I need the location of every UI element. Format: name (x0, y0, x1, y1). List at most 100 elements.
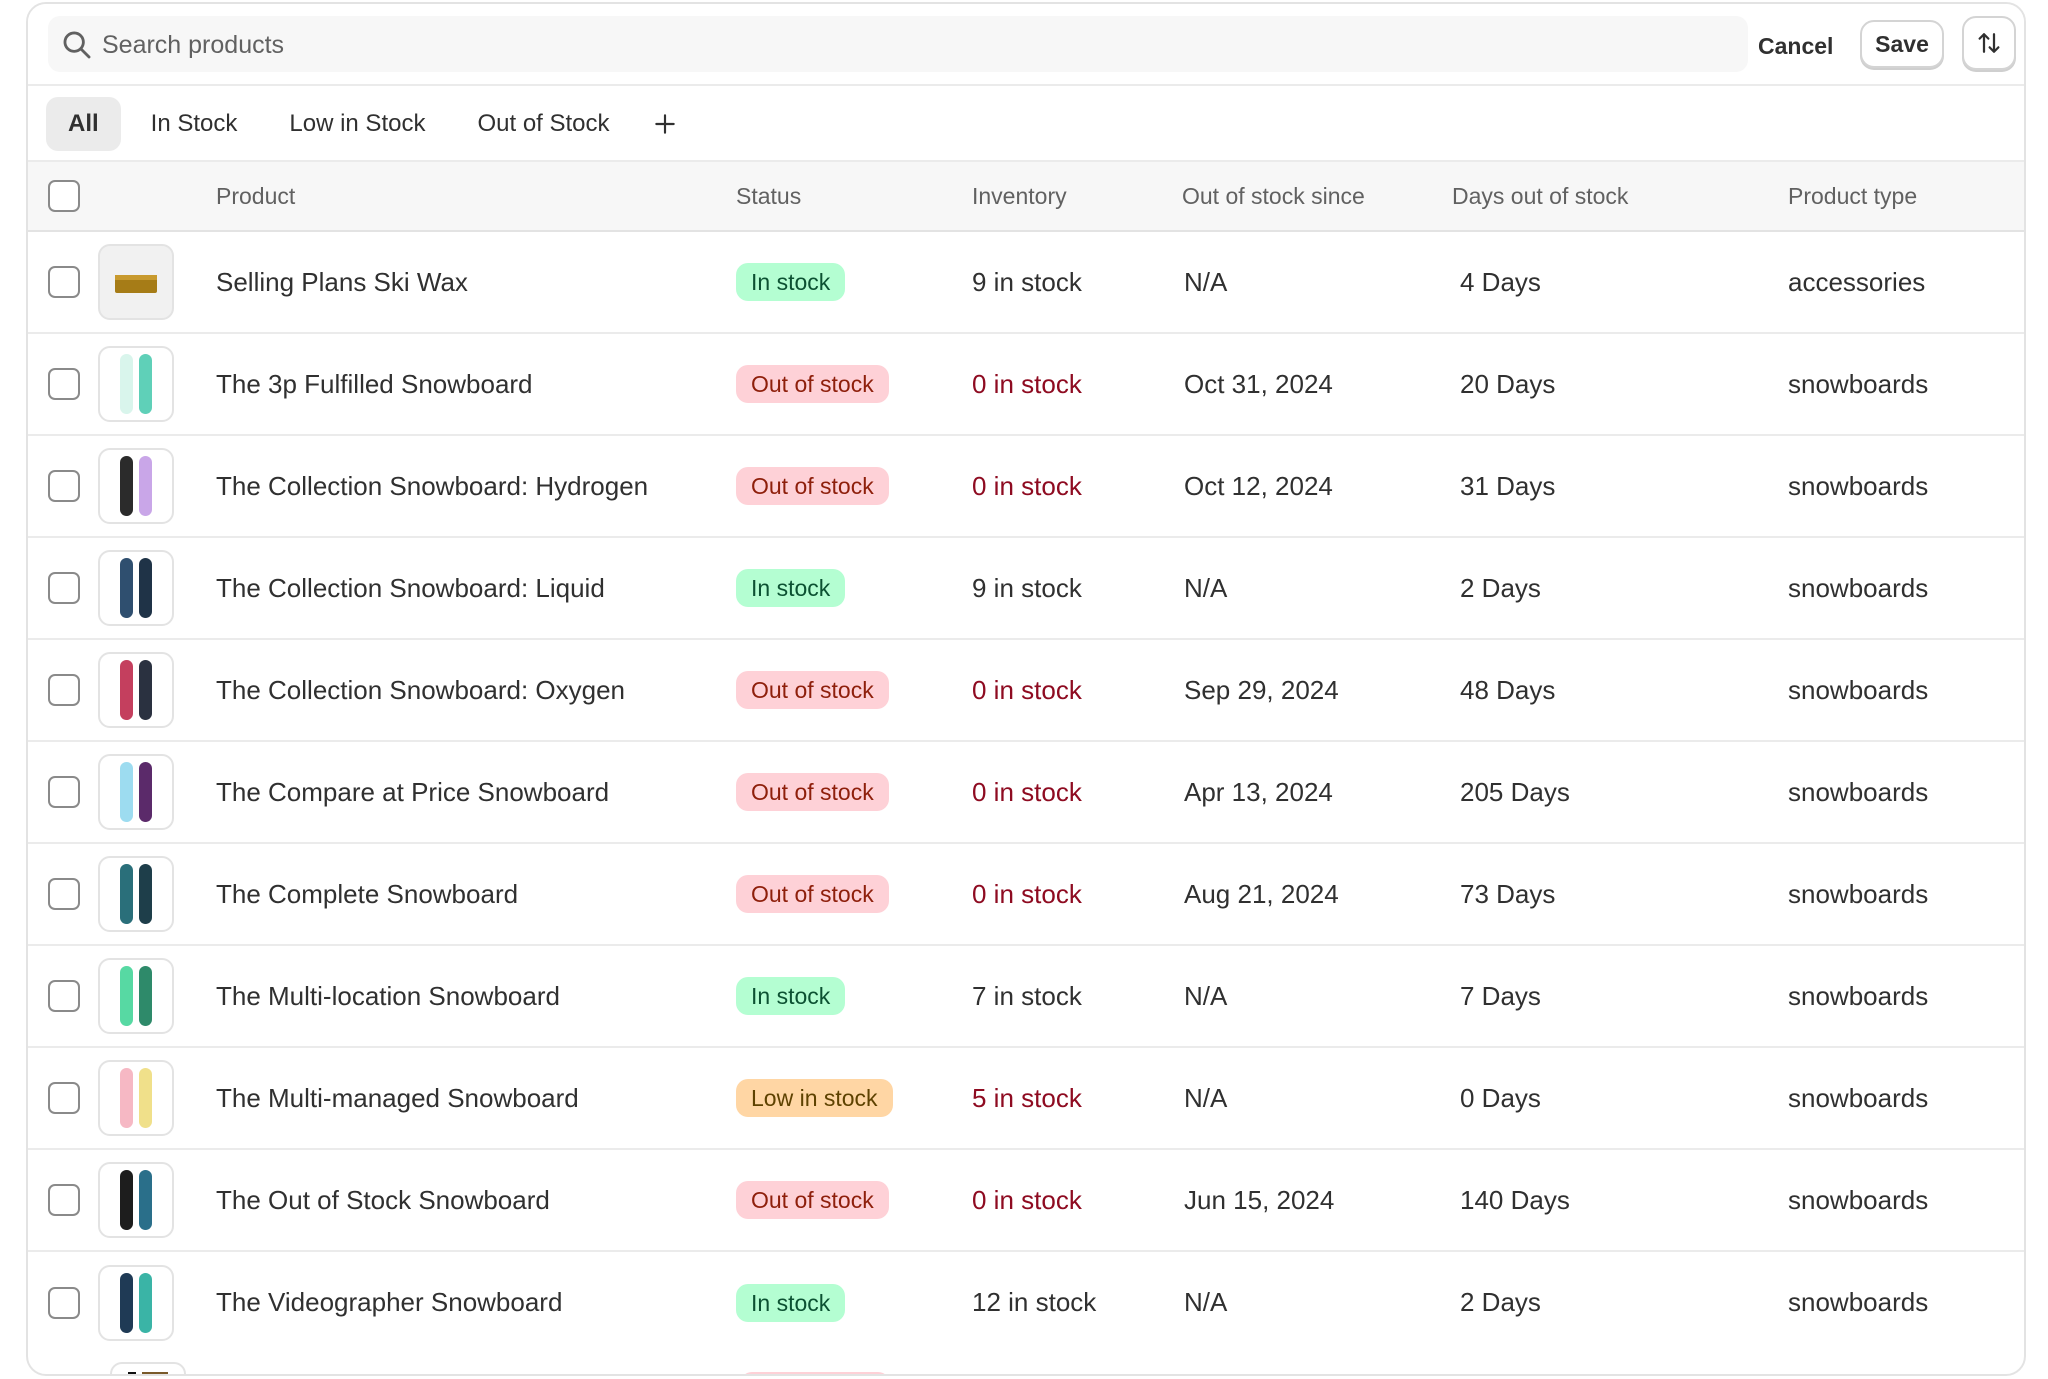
status-badge: In stock (736, 1283, 846, 1322)
product-thumbnail[interactable] (98, 754, 174, 830)
product-name[interactable]: The Complete Snowboard (198, 843, 724, 946)
snowboard-image (120, 1272, 152, 1333)
out-of-stock-since-value: Sep 29, 2024 (1182, 639, 1452, 742)
product-type-value: snowboards (1788, 1149, 2024, 1252)
product-thumbnail[interactable] (98, 448, 174, 524)
row-checkbox[interactable] (48, 878, 80, 910)
products-card: Cancel Save All In Stock Low in Stock Ou… (26, 2, 2026, 1376)
days-out-of-stock-value: 73 Days (1452, 843, 1788, 946)
inventory-value: 12 in stock (972, 1287, 1097, 1317)
snowboard-image (120, 1170, 152, 1230)
out-of-stock-since-value: N/A (1182, 537, 1452, 640)
add-view-button[interactable] (640, 99, 690, 149)
product-name[interactable]: The Compare at Price Snowboard (198, 741, 724, 844)
row-checkbox[interactable] (48, 368, 80, 400)
product-type-value: snowboards (1788, 741, 2024, 844)
product-name[interactable]: Selling Plans Ski Wax (198, 231, 724, 334)
days-out-of-stock-value: 140 Days (1452, 1149, 1788, 1252)
product-thumbnail[interactable] (98, 1060, 174, 1136)
row-checkbox[interactable] (48, 980, 80, 1012)
days-out-of-stock-value: 4 Days (1452, 231, 1788, 334)
product-type-value: snowboards (1788, 843, 2024, 946)
search-icon (63, 31, 91, 59)
product-thumbnail[interactable] (98, 1162, 174, 1238)
product-name[interactable]: The Videographer Snowboard (216, 1287, 563, 1317)
product-name[interactable]: The Collection Snowboard: Hydrogen (198, 435, 724, 538)
days-out-of-stock-value: 31 Days (1452, 435, 1788, 538)
row-checkbox[interactable] (48, 266, 80, 298)
product-name[interactable]: The Multi-location Snowboard (198, 945, 724, 1048)
table-row[interactable]: The Multi-location Snowboard In stock 7 in… (28, 945, 2024, 1048)
product-type-value: snowboards (1788, 1047, 2024, 1150)
product-thumbnail[interactable] (98, 346, 174, 422)
column-header-product[interactable]: Product (198, 160, 724, 232)
product-thumbnail[interactable] (98, 550, 174, 626)
plus-icon (654, 114, 675, 134)
product-name[interactable]: The Collection Snowboard: Liquid (198, 537, 724, 640)
table-row[interactable]: The Collection Snowboard: Liquid In stock… (28, 537, 2024, 640)
cancel-button[interactable]: Cancel (1744, 24, 1847, 68)
status-badge: Out of stock (736, 671, 889, 709)
tab-out-of-stock[interactable]: Out of Stock (455, 97, 631, 151)
snowboard-image (120, 660, 152, 720)
table-row[interactable]: The Multi-managed Snowboard Low in stock 5… (28, 1047, 2024, 1150)
table-row[interactable]: The Collection Snowboard: Hydrogen Out of… (28, 435, 2024, 538)
snowboard-image (120, 966, 152, 1026)
inventory-value: 9 in stock (970, 537, 1182, 640)
product-type-value: accessories (1788, 231, 2024, 334)
product-thumbnail[interactable] (98, 958, 174, 1034)
product-thumbnail[interactable] (98, 1264, 174, 1341)
table-row[interactable]: The Complete Snowboard Out of stock 0 in s… (28, 843, 2024, 946)
product-thumbnail (110, 1362, 186, 1374)
table-row-partial (28, 1350, 2024, 1374)
column-header-product-type[interactable]: Product type (1788, 160, 2024, 232)
table-row[interactable]: The Out of Stock Snowboard Out of stock 0 … (28, 1149, 2024, 1252)
sort-arrows-icon (1978, 33, 2000, 53)
product-name[interactable]: The 3p Fulfilled Snowboard (198, 333, 724, 436)
column-header-status[interactable]: Status (724, 160, 970, 232)
out-of-stock-since-value: N/A (1182, 231, 1452, 334)
table-row[interactable]: Selling Plans Ski Wax In stock 9 in stock N… (28, 231, 2024, 334)
table-row[interactable]: The Videographer Snowboard In stock 12 in … (28, 1251, 2024, 1353)
row-checkbox[interactable] (48, 1184, 80, 1216)
status-badge: In stock (736, 569, 846, 607)
product-name[interactable]: The Multi-managed Snowboard (198, 1047, 724, 1150)
product-thumbnail[interactable] (98, 244, 174, 320)
row-checkbox[interactable] (48, 572, 80, 604)
row-checkbox[interactable] (48, 1082, 80, 1114)
days-out-of-stock-value: 0 Days (1452, 1047, 1788, 1150)
row-checkbox[interactable] (48, 470, 80, 502)
product-thumbnail[interactable] (98, 856, 174, 932)
product-name[interactable]: The Out of Stock Snowboard (198, 1149, 724, 1252)
row-checkbox[interactable] (48, 776, 80, 808)
snowboard-image (120, 456, 152, 516)
tab-low-in-stock[interactable]: Low in Stock (267, 97, 447, 151)
product-thumbnail[interactable] (98, 652, 174, 728)
out-of-stock-since-value: Jun 15, 2024 (1182, 1149, 1452, 1252)
filter-tabs: All In Stock Low in Stock Out of Stock (28, 88, 2024, 160)
row-checkbox[interactable] (48, 674, 80, 706)
inventory-value: 0 in stock (970, 435, 1182, 538)
out-of-stock-since-value: Oct 12, 2024 (1182, 435, 1452, 538)
select-all-checkbox[interactable] (48, 180, 80, 212)
days-out-of-stock-value: 2 Days (1452, 537, 1788, 640)
table-row[interactable]: The 3p Fulfilled Snowboard Out of stock 0 … (28, 333, 2024, 436)
product-type-value: snowboards (1788, 1287, 1929, 1317)
product-name[interactable]: The Collection Snowboard: Oxygen (198, 639, 724, 742)
tab-all[interactable]: All (46, 97, 121, 151)
out-of-stock-since-value: N/A (1182, 1047, 1452, 1150)
inventory-value: 0 in stock (970, 741, 1182, 844)
tab-in-stock[interactable]: In Stock (129, 97, 260, 151)
row-checkbox[interactable] (48, 1286, 80, 1319)
column-header-days-out-of-stock[interactable]: Days out of stock (1452, 160, 1788, 232)
snowboard-image (120, 864, 152, 924)
table-row[interactable]: The Collection Snowboard: Oxygen Out of s… (28, 639, 2024, 742)
column-header-inventory[interactable]: Inventory (970, 160, 1182, 232)
table-row[interactable]: The Compare at Price Snowboard Out of sto… (28, 741, 2024, 844)
search-bar: Cancel Save (28, 4, 2024, 86)
status-badge: Out of stock (736, 773, 889, 811)
column-header-out-of-stock-since[interactable]: Out of stock since (1182, 160, 1452, 232)
sort-button[interactable] (1962, 16, 2016, 70)
search-input[interactable] (102, 18, 1702, 72)
save-button[interactable]: Save (1860, 20, 1944, 68)
